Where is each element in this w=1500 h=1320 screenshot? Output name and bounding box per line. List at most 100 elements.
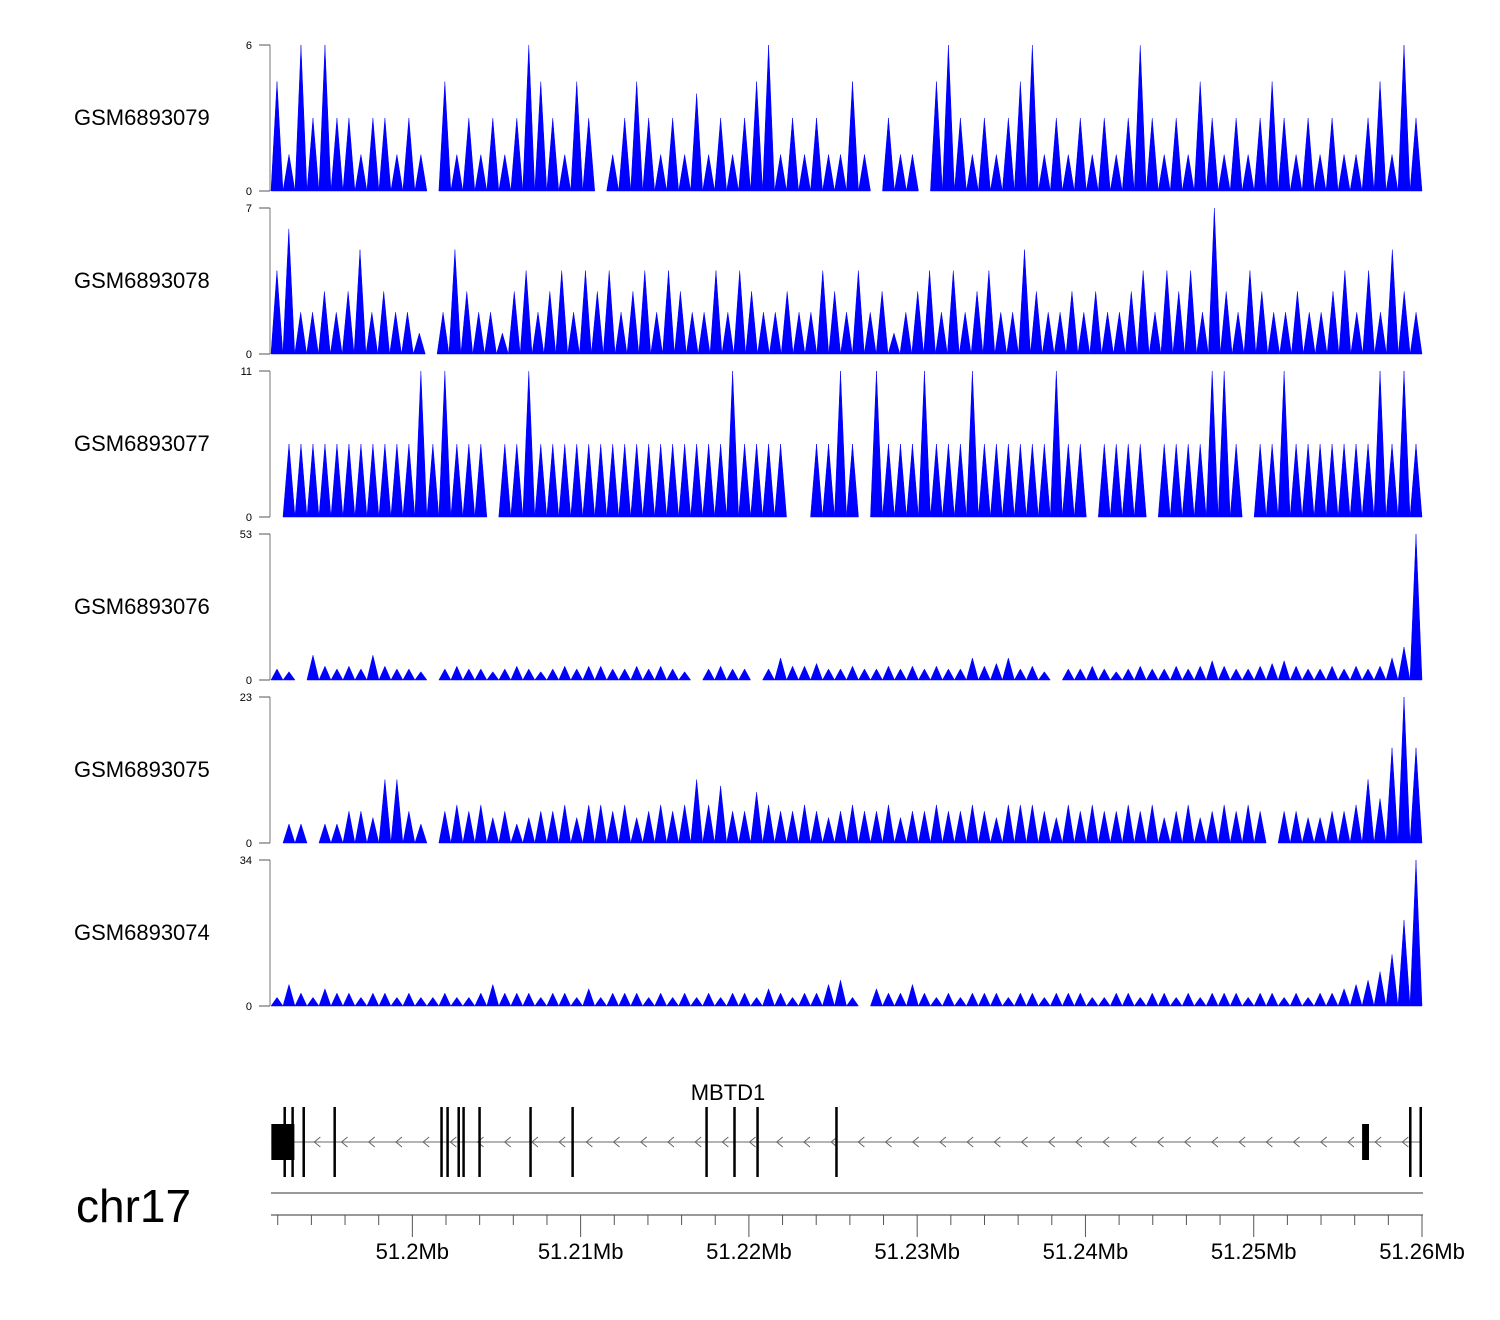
strand-arrow-icon xyxy=(1047,1136,1056,1148)
coverage-spike xyxy=(1037,996,1051,1007)
coverage-spike xyxy=(1061,668,1075,681)
coverage-spike xyxy=(958,312,972,355)
coverage-spike xyxy=(1265,443,1279,518)
coverage-spike xyxy=(1337,443,1351,518)
coverage-spike xyxy=(390,779,404,844)
coverage-spike xyxy=(282,228,295,355)
coverage-spike xyxy=(1385,747,1399,844)
coverage-spike xyxy=(522,668,536,681)
coverage-spike xyxy=(1373,370,1387,518)
coverage-spike xyxy=(555,270,568,355)
coverage-spike xyxy=(270,668,284,681)
coverage-spike xyxy=(330,823,344,844)
coverage-spike xyxy=(330,992,344,1007)
coverage-spike xyxy=(638,270,651,355)
coverage-spike xyxy=(1313,817,1327,844)
coverage-spike xyxy=(510,443,524,518)
coverage-spike xyxy=(522,44,536,192)
strand-arrow-icon xyxy=(939,1136,947,1148)
coverage-spike xyxy=(531,312,545,355)
coverage-spike xyxy=(626,291,640,355)
coverage-spike xyxy=(1241,996,1255,1007)
coverage-spike xyxy=(1042,312,1055,355)
coverage-spike xyxy=(414,823,428,844)
coverage-spike xyxy=(1291,291,1304,355)
coverage-spike xyxy=(714,785,727,844)
coverage-spike xyxy=(1301,996,1315,1007)
coverage-spike xyxy=(606,811,619,844)
coverage-spike xyxy=(1113,312,1126,355)
exon xyxy=(271,1124,295,1160)
coverage-spike xyxy=(1229,668,1243,681)
coverage-spike xyxy=(953,996,967,1007)
coverage-spike xyxy=(510,117,524,192)
coverage-spike xyxy=(750,81,763,192)
coverage-spike xyxy=(966,154,979,192)
coverage-spike xyxy=(941,668,955,681)
coverage-spike xyxy=(618,117,631,192)
coverage-spike xyxy=(870,988,883,1007)
coverage-spike xyxy=(534,996,548,1007)
coverage-spike xyxy=(1136,270,1150,355)
coverage-spike xyxy=(714,665,727,681)
coverage-spike xyxy=(745,291,758,355)
coverage-spike xyxy=(750,996,764,1007)
coverage-spike xyxy=(1253,117,1267,192)
coverage-spike xyxy=(1145,668,1159,681)
coverage-spike xyxy=(294,312,307,355)
coverage-spike xyxy=(762,804,775,844)
coverage-spike xyxy=(462,443,476,518)
coverage-spike xyxy=(762,44,775,192)
coverage-spike xyxy=(1109,671,1123,681)
coverage-spike xyxy=(702,443,715,518)
coverage-spike xyxy=(1121,992,1135,1007)
coverage-spike xyxy=(1253,443,1267,518)
strand-arrow-icon xyxy=(313,1136,321,1148)
coverage-spike xyxy=(472,312,485,355)
coverage-spike xyxy=(270,81,284,192)
coverage-spike xyxy=(402,992,416,1007)
coverage-spike xyxy=(438,811,452,844)
coverage-spike xyxy=(1073,668,1087,681)
y-tick-label: 23 xyxy=(240,692,252,704)
coverage-spike xyxy=(738,811,751,844)
coverage-spike xyxy=(906,665,919,681)
coverage-spike xyxy=(1074,117,1087,192)
coverage-spike xyxy=(486,983,500,1007)
coverage-spike xyxy=(318,443,332,518)
exon xyxy=(571,1107,574,1177)
coverage-spike xyxy=(894,443,907,518)
coverage-spike xyxy=(1374,312,1387,355)
coverage-spike xyxy=(1085,665,1099,681)
coverage-spike xyxy=(1145,804,1159,844)
coverage-spike xyxy=(1196,312,1209,355)
coverage-spike xyxy=(678,804,691,844)
coverage-spike xyxy=(1217,665,1231,681)
coverage-spike xyxy=(834,668,847,681)
coverage-spike xyxy=(1062,443,1075,518)
coverage-spike xyxy=(1169,665,1183,681)
coverage-spike xyxy=(1267,312,1280,355)
strand-arrow-icon xyxy=(449,1136,457,1148)
coverage-spike xyxy=(954,117,967,192)
coverage-spike xyxy=(738,117,751,192)
strand-arrow-icon xyxy=(1075,1136,1083,1148)
strand-arrow-icon xyxy=(884,1136,892,1148)
coverage-spike xyxy=(618,668,632,681)
coverage-spike xyxy=(342,811,356,844)
y-tick-label: 6 xyxy=(246,40,252,52)
gene-track: MBTD1 xyxy=(271,1080,1422,1177)
coverage-spike xyxy=(402,443,416,518)
coverage-spike xyxy=(1001,996,1015,1007)
coverage-spike xyxy=(929,996,943,1007)
exon xyxy=(291,1107,294,1177)
coverage-spike xyxy=(318,44,332,192)
track-label: GSM6893076 xyxy=(74,594,210,619)
coverage-spike xyxy=(942,443,955,518)
coverage-spike xyxy=(1325,665,1339,681)
coverage-spike xyxy=(546,668,560,681)
coverage-spike xyxy=(1205,117,1219,192)
coverage-spike xyxy=(654,992,668,1007)
coverage-spike xyxy=(270,996,284,1007)
coverage-spike xyxy=(923,270,936,355)
